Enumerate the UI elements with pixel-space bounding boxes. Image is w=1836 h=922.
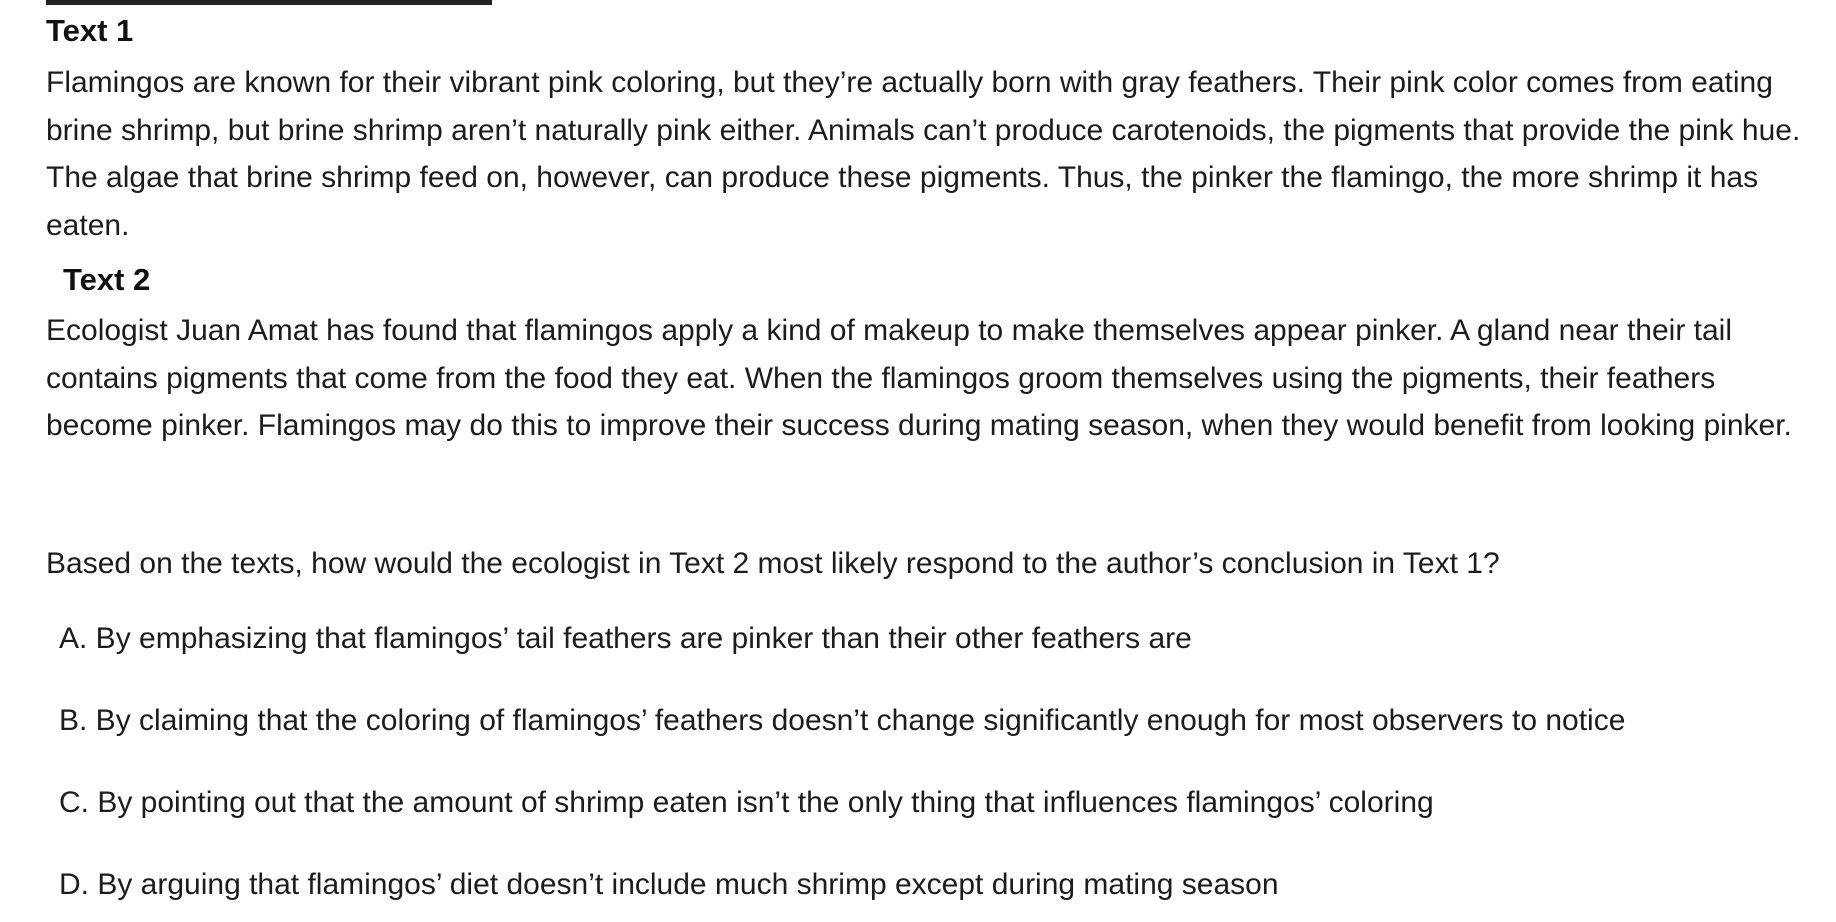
text-2-passage: Ecologist Juan Amat has found that flami… <box>46 314 1792 442</box>
answer-choice-d[interactable]: D. By arguing that flamingos’ diet doesn… <box>59 868 1279 901</box>
question-stem: Based on the texts, how would the ecolog… <box>46 547 1500 580</box>
answer-choice-b[interactable]: B. By claiming that the coloring of flam… <box>59 704 1626 737</box>
text-1-heading: Text 1 <box>46 13 134 48</box>
answer-choice-c[interactable]: C. By pointing out that the amount of sh… <box>59 786 1434 819</box>
answer-choice-a[interactable]: A. By emphasizing that flamingos’ tail f… <box>59 622 1192 655</box>
text-2-heading: Text 2 <box>63 262 151 297</box>
top-divider <box>46 0 492 5</box>
text-1-passage: Flamingos are known for their vibrant pi… <box>46 66 1801 242</box>
